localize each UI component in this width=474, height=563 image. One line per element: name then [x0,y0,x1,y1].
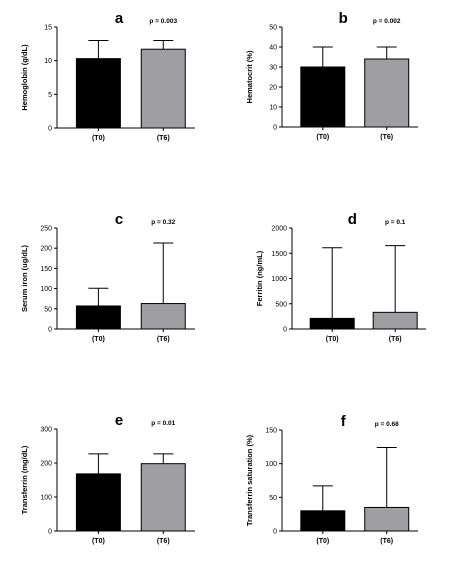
y-tick-label: 2000 [271,226,287,233]
chart-panel-d: 0 500 1000 1500 2000 (T0) (T6) Ferritin (ng/mL)… [255,211,426,343]
y-axis-title: Transferrin saturation (%) [245,434,254,526]
chart-panel-f: 0 50 100 150 (T0) (T6) Transferrin saturation … [245,413,418,545]
y-tick-label: 150 [40,266,52,273]
bar-t6 [364,58,410,128]
p-value-label: p = 0.32 [151,219,175,226]
panel-label: a [115,10,124,27]
panel-label: b [339,10,348,27]
x-category-label: (T0) [316,538,329,545]
x-category-label: (T0) [92,135,105,142]
bar-t0 [300,66,346,128]
bar-t0 [75,473,121,532]
x-category-label: (T6) [380,538,393,545]
y-tick-label: 500 [275,301,287,308]
bar-t6 [140,303,186,330]
y-axis-title: Serum iron (ug/dL) [20,244,29,312]
y-tick-label: 50 [269,25,277,32]
bar-t6 [140,463,186,532]
p-value-label: p = 0.002 [373,18,401,25]
x-category-label: (T6) [380,134,393,141]
chart-panel-c: 0 50 100 150 200 250 (T0) (T6) Serum iron (ug/dL… [20,211,195,343]
y-tick-label: 1500 [271,251,287,258]
y-tick-label: 100 [265,461,277,468]
y-tick-label: 1000 [271,276,287,283]
p-value-label: p = 0.1 [385,219,406,226]
x-category-label: (T6) [157,538,170,545]
chart-panel-e: 0 100 200 300 (T0) (T6) Transferrin (mg/dL) e p … [20,412,195,545]
y-tick-label: 50 [44,306,52,313]
y-tick-label: 30 [269,65,277,72]
y-tick-label: 0 [48,327,52,334]
y-tick-label: 15 [44,25,52,32]
bar-t0 [300,510,346,532]
y-tick-label: 0 [273,529,277,536]
y-tick-label: 50 [269,495,277,502]
y-tick-label: 200 [40,246,52,253]
y-tick-label: 100 [40,286,52,293]
panel-label: f [341,413,347,430]
y-tick-label: 0 [273,125,277,132]
panel-label: e [115,412,123,429]
panel-label: c [115,211,123,228]
chart-panel-a: 0 5 10 15 (T0) (T6) Hemoglobin (g/dL) a p = 0.00… [20,10,195,142]
y-tick-label: 10 [44,58,52,65]
y-tick-label: 20 [269,85,277,92]
y-tick-label: 0 [48,126,52,133]
y-tick-label: 10 [269,105,277,112]
y-tick-label: 5 [48,92,52,99]
p-value-label: p = 0.01 [151,420,175,427]
bar-t0 [75,305,121,330]
bar-t6 [372,311,418,330]
bar-t0 [75,58,121,129]
bar-t0 [309,317,355,330]
y-tick-label: 100 [40,495,52,502]
x-category-label: (T0) [92,336,105,343]
x-category-label: (T6) [389,336,402,343]
x-category-label: (T0) [316,134,329,141]
y-tick-label: 150 [265,428,277,435]
y-tick-label: 0 [48,529,52,536]
chart-panel-b: 0 10 20 30 40 50 (T0) (T6) Hematocrit (%) b p = 0.… [245,10,418,141]
panel-label: d [348,211,357,228]
bar-t6 [140,48,186,129]
p-value-label: p = 0.68 [375,421,399,428]
y-tick-label: 200 [40,461,52,468]
x-category-label: (T6) [157,135,170,142]
y-axis-title: Transferrin (mg/dL) [20,445,29,514]
x-category-label: (T0) [326,336,339,343]
y-axis-title: Hemoglobin (g/dL) [20,44,29,111]
y-tick-label: 0 [283,327,287,334]
y-tick-label: 250 [40,226,52,233]
y-axis-title: Ferritin (ng/mL) [255,250,264,306]
y-tick-label: 300 [40,427,52,434]
y-axis-title: Hematocrit (%) [245,50,254,103]
p-value-label: p = 0.003 [149,18,177,25]
y-tick-label: 40 [269,45,277,52]
x-category-label: (T0) [92,538,105,545]
x-category-label: (T6) [157,336,170,343]
bar-t6 [364,506,410,532]
